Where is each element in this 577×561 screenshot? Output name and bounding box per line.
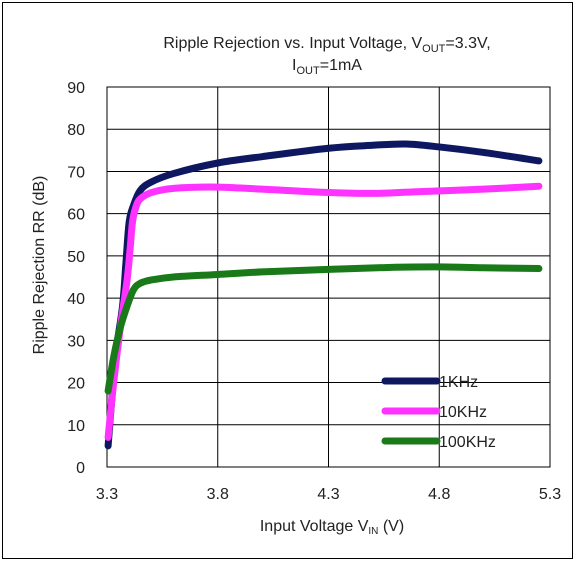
legend: 1KHz 10KHz 100KHz xyxy=(381,374,496,451)
x-axis-label-main: Input Voltage V xyxy=(260,518,369,535)
chart-title-main: Ripple Rejection vs. Input Voltage, V xyxy=(163,35,422,52)
chart-title-tail: =3.3V, xyxy=(445,35,490,52)
x-tick-label: 3.3 xyxy=(96,486,118,503)
series-line-10khz xyxy=(104,182,543,441)
y-tick-label: 40 xyxy=(67,291,85,308)
x-axis-label: Input Voltage VIN (V) xyxy=(260,518,404,537)
x-tick-labels: 3.3 3.8 4.3 4.8 5.3 xyxy=(96,486,561,503)
y-tick-label: 50 xyxy=(67,249,85,266)
x-tick-label: 4.8 xyxy=(428,486,450,503)
x-axis-label-sub: IN xyxy=(368,526,378,537)
legend-label-100khz: 100KHz xyxy=(439,434,496,451)
y-tick-label: 0 xyxy=(76,460,85,477)
chart-title2-main: I xyxy=(292,57,296,74)
x-tick-label: 5.3 xyxy=(539,486,561,503)
y-tick-label: 70 xyxy=(67,164,85,181)
x-tick-label: 4.3 xyxy=(317,486,339,503)
plot-area-border xyxy=(106,86,551,468)
y-tick-label: 60 xyxy=(67,207,85,224)
chart-title-line1: Ripple Rejection vs. Input Voltage, VOUT… xyxy=(163,35,490,55)
series-line-100khz xyxy=(104,263,543,395)
chart-title2-sub: OUT xyxy=(296,65,320,77)
y-tick-label: 90 xyxy=(67,80,85,97)
y-tick-label: 80 xyxy=(67,122,85,139)
y-tick-label: 20 xyxy=(67,376,85,393)
chart-title-line2: IOUT=1mA xyxy=(292,57,362,77)
y-tick-labels: 0 10 20 30 40 50 60 70 80 90 xyxy=(67,80,85,477)
chart-title2-tail: =1mA xyxy=(320,57,363,74)
x-tick-label: 3.8 xyxy=(207,486,229,503)
y-tick-label: 30 xyxy=(67,333,85,350)
y-axis-label: Ripple Rejection RR (dB) xyxy=(31,176,48,355)
data-series xyxy=(104,140,543,450)
chart-title-sub: OUT xyxy=(422,43,446,55)
legend-label-1khz: 1KHz xyxy=(439,374,478,391)
y-tick-label: 10 xyxy=(67,418,85,435)
x-axis-label-tail: (V) xyxy=(378,518,404,535)
legend-label-10khz: 10KHz xyxy=(439,404,487,421)
